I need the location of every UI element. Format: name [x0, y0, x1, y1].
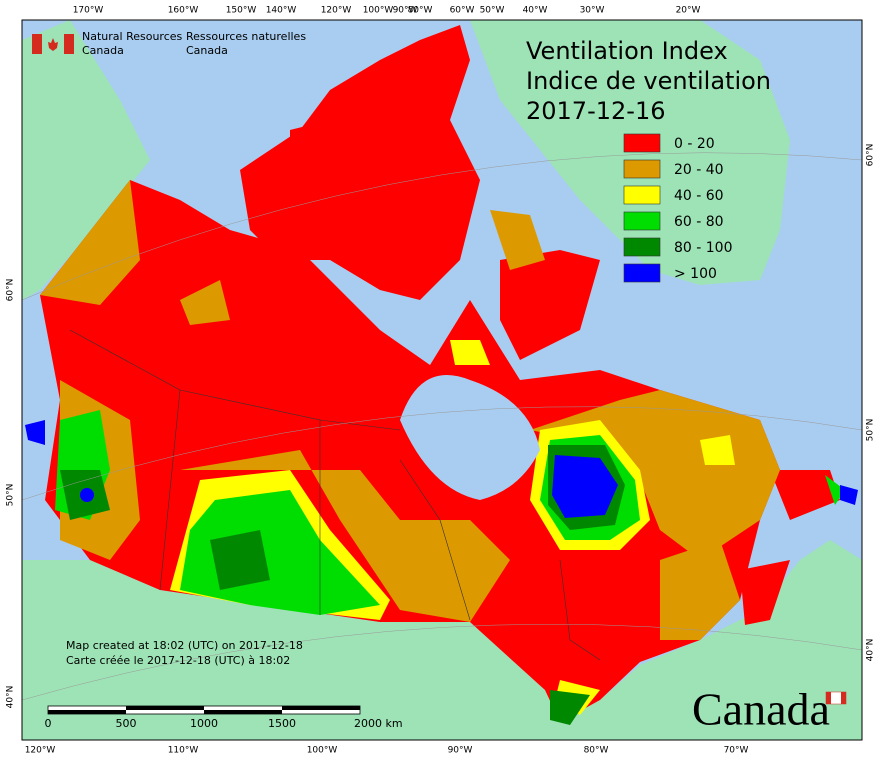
map-frame [21, 20, 863, 740]
zone [740, 470, 840, 625]
scale-label: 500 [116, 717, 137, 730]
legend-swatch [623, 185, 661, 205]
scale-label: 1500 [268, 717, 296, 730]
graticule-label: 30°W [580, 6, 605, 16]
graticule-label: 90°W [393, 6, 418, 16]
agency-fr: Canada [186, 44, 228, 57]
zone [40, 180, 140, 305]
scale-segment [48, 710, 126, 714]
legend-label: 0 - 20 [674, 136, 715, 152]
legend-label: > 100 [674, 266, 717, 282]
graticule-label: 50°N [6, 484, 16, 507]
scale-label: 1000 [190, 717, 218, 730]
agency-en: Natural Resources [82, 30, 183, 43]
graticule-labels: 170°W 160°W 150°W 140°W 120°W 100°W 90°W80°W 60… [6, 6, 876, 756]
provincial-borders [69, 329, 601, 661]
graticule-label: 100°W [363, 6, 394, 16]
scale-label: 0 [45, 717, 52, 730]
legend-swatch [623, 211, 661, 231]
usa [22, 540, 862, 740]
frame [21, 19, 863, 741]
graticule-label: 70°W [724, 746, 749, 756]
scale-segment [204, 710, 282, 714]
graticule-label: 40°N [6, 686, 16, 709]
zone [180, 450, 510, 622]
canada-wordmark: Canada [692, 684, 830, 735]
legend-label: 20 - 40 [674, 162, 724, 178]
graticule-label: 50°W [480, 6, 505, 16]
title: 2017-12-16 [526, 97, 665, 125]
title: Indice de ventilation [526, 67, 771, 95]
graticule-label: 150°W [226, 6, 257, 16]
scale-segment [126, 706, 204, 710]
hudson-bay [400, 375, 540, 500]
graticule-label: 20°W [676, 6, 701, 16]
maple-leaf [48, 38, 58, 51]
wordmark-flag-bar [826, 692, 831, 704]
graticule-label: 80°W [584, 746, 609, 756]
graticule-label: 120°W [25, 746, 56, 756]
graticule-label: 80°W [408, 6, 433, 16]
graticule-label: 100°W [307, 746, 338, 756]
zone [180, 210, 545, 325]
wordmark-flag-bar [841, 692, 846, 704]
zone [240, 25, 480, 300]
zone [290, 120, 600, 360]
alaska [22, 20, 150, 300]
scale-segment [282, 706, 360, 710]
flag-bar [64, 34, 74, 54]
graticule-label: 140°W [266, 6, 297, 16]
graticule-label: 50°N [866, 419, 876, 442]
legend-label: 60 - 80 [674, 214, 724, 230]
legend-label: 80 - 100 [674, 240, 733, 256]
graticule-label: 60°W [450, 6, 475, 16]
legend-swatch [623, 133, 661, 153]
agency-fr: Ressources naturelles [186, 30, 306, 43]
graticule-label: 120°W [321, 6, 352, 16]
graticule-label: 170°W [73, 6, 104, 16]
ventilation-zones [25, 25, 858, 725]
graticule-label: 60°N [866, 144, 876, 167]
legend-swatch [623, 237, 661, 257]
graticule-label: 60°N [6, 279, 16, 302]
graticule-lines [21, 152, 863, 701]
agency-en: Canada [82, 44, 124, 57]
legend-label: 40 - 60 [674, 188, 724, 204]
graticule-label: 110°W [168, 746, 199, 756]
graticule-label: 90°W [448, 746, 473, 756]
scale-bar: 0 500 1000 1500 2000 km [45, 705, 403, 730]
footer: Map created at 18:02 (UTC) on 2017-12-18… [66, 639, 303, 667]
flag-bar [32, 34, 42, 54]
footer-line: Carte créée le 2017-12-18 (UTC) à 18:02 [66, 654, 290, 667]
legend: 0 - 20 20 - 40 40 - 60 60 - 80 80 - 100 > 100 [623, 133, 733, 283]
title: Ventilation Index [526, 37, 728, 65]
scale-label: 2000 km [354, 717, 403, 730]
zone [552, 455, 618, 518]
graticule-label: 40°W [523, 6, 548, 16]
graticule-label: 40°N [866, 639, 876, 662]
legend-swatch [623, 159, 661, 179]
greenland [470, 20, 790, 285]
footer-line: Map created at 18:02 (UTC) on 2017-12-18 [66, 639, 303, 652]
legend-swatch [623, 263, 661, 283]
agency-signature: Natural Resources Canada Ressources natu… [32, 30, 306, 57]
zone [660, 540, 740, 640]
graticule-label: 160°W [168, 6, 199, 16]
